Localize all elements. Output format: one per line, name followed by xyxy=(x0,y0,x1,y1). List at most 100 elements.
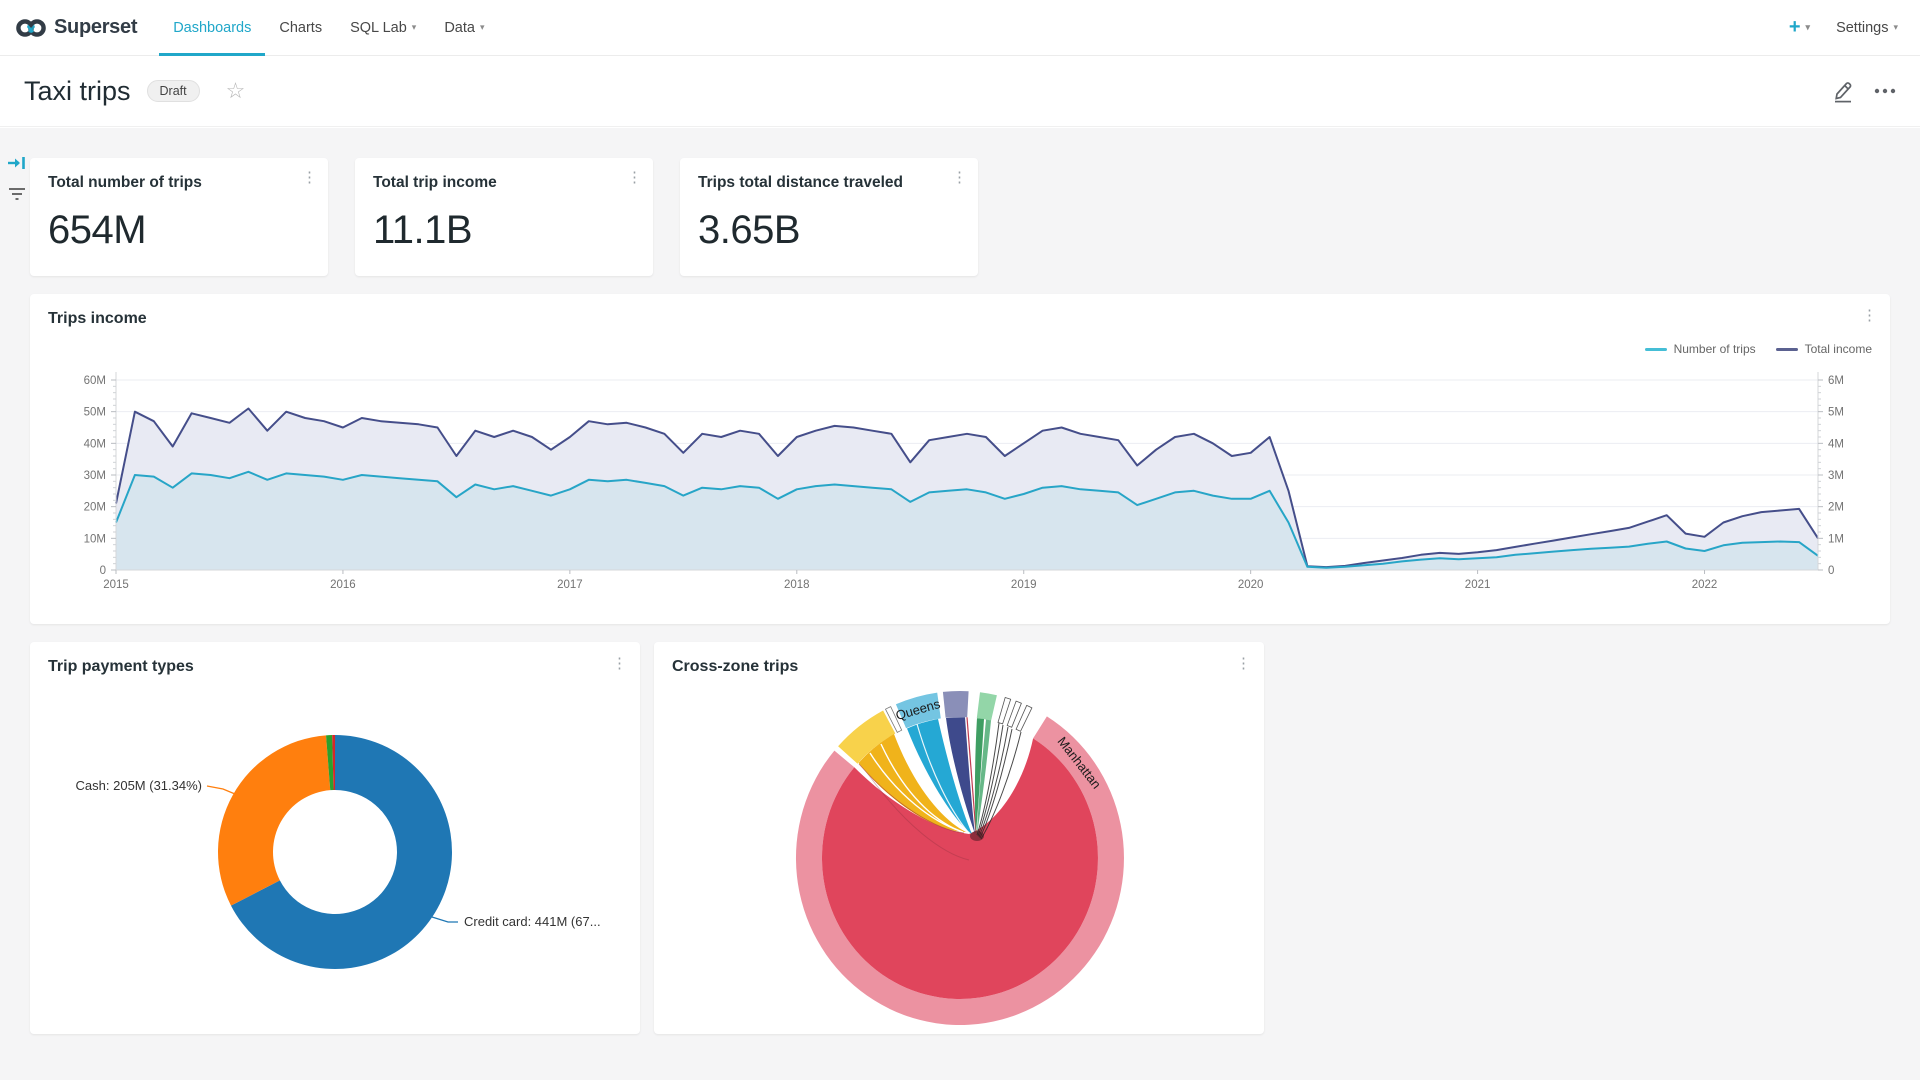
chart-options-kebab[interactable]: ⋮ xyxy=(1236,655,1251,672)
dashboard-header: Taxi trips Draft ☆ xyxy=(0,56,1920,127)
svg-text:2016: 2016 xyxy=(330,579,356,591)
status-badge: Draft xyxy=(146,80,200,102)
donut-slice-dispute[interactable] xyxy=(332,734,335,791)
chord-separator xyxy=(916,723,969,833)
svg-text:30M: 30M xyxy=(84,470,106,482)
kpi-title: Trips total distance traveled xyxy=(698,174,904,191)
edit-dashboard-button[interactable] xyxy=(1832,79,1854,103)
legend-item-total-income[interactable]: Total income xyxy=(1775,342,1872,356)
svg-text:2015: 2015 xyxy=(103,579,129,591)
chart-options-kebab[interactable]: ⋮ xyxy=(952,169,967,186)
legend-item-number-of-trips[interactable]: Number of trips xyxy=(1644,342,1756,356)
chevron-down-icon: ▾ xyxy=(479,22,485,32)
svg-text:5M: 5M xyxy=(1828,407,1844,419)
nav-item-dashboards[interactable]: Dashboards xyxy=(159,0,266,56)
chevron-down-icon: ▾ xyxy=(1805,22,1811,32)
kpi-value: 11.1B xyxy=(373,208,473,252)
chart-options-kebab[interactable]: ⋮ xyxy=(627,169,642,186)
cash-slice-label: Cash: 205M (31.34%) xyxy=(76,778,202,793)
kpi-value: 654M xyxy=(48,208,147,252)
chord-hairline xyxy=(860,763,970,861)
kpi-title: Total trip income xyxy=(373,174,497,191)
kpi-card-total-distance: Trips total distance traveled ⋮ 3.65B xyxy=(680,158,978,276)
svg-text:10M: 10M xyxy=(84,533,106,545)
svg-text:20M: 20M xyxy=(84,502,106,514)
yellow-chord xyxy=(858,734,966,832)
ellipsis-icon xyxy=(1874,88,1896,94)
donut-slice-credit-card[interactable] xyxy=(230,735,452,969)
svg-text:2017: 2017 xyxy=(557,579,583,591)
zone-arc-sliver[interactable] xyxy=(1015,704,1033,732)
zone-arc-yellow[interactable] xyxy=(838,710,896,764)
payment-types-donut-chart: Cash: 205M (31.34%) Credit card: 441M (6… xyxy=(76,734,601,969)
svg-text:0: 0 xyxy=(1828,565,1834,577)
manhattan-self-chord xyxy=(821,738,1098,999)
chart-options-kebab[interactable]: ⋮ xyxy=(1862,307,1877,324)
legend-swatch xyxy=(1775,347,1798,351)
zone-arc-sliver[interactable] xyxy=(884,706,903,733)
panel-title: Cross-zone trips xyxy=(672,658,799,675)
filter-icon[interactable] xyxy=(7,186,27,207)
queens-arc[interactable] xyxy=(895,692,941,729)
legend-swatch xyxy=(1644,347,1667,351)
kpi-value: 3.65B xyxy=(698,208,801,252)
svg-text:2M: 2M xyxy=(1828,502,1844,514)
more-actions-button[interactable] xyxy=(1874,88,1896,94)
panel-title: Trips income xyxy=(48,310,147,327)
svg-text:3M: 3M xyxy=(1828,470,1844,482)
chart-options-kebab[interactable]: ⋮ xyxy=(612,655,627,672)
page-title: Taxi trips xyxy=(24,75,131,106)
cross-zone-trips-panel: Cross-zone trips ⋮ xyxy=(654,642,1264,1034)
zone-arc-purple[interactable] xyxy=(942,690,969,718)
purple-chord xyxy=(946,717,975,834)
nav-menu: Dashboards Charts SQL Lab ▾ Data ▾ xyxy=(159,0,498,56)
red-chord-line xyxy=(966,717,977,834)
svg-text:0: 0 xyxy=(100,565,106,577)
arrow-right-to-bar-icon xyxy=(8,157,25,169)
zone-arc-sliver[interactable] xyxy=(1006,700,1022,728)
zone-arc-green[interactable] xyxy=(976,692,997,721)
donut-slice-cash[interactable] xyxy=(217,735,331,906)
cash-label-connector xyxy=(206,785,236,795)
settings-menu[interactable]: Settings ▾ xyxy=(1836,19,1898,36)
svg-text:40M: 40M xyxy=(84,438,106,450)
superset-infinity-icon xyxy=(16,18,46,37)
chevron-down-icon: ▾ xyxy=(411,22,417,32)
donut-slice-no-charge[interactable] xyxy=(326,735,334,791)
svg-text:2018: 2018 xyxy=(784,579,810,591)
zone-arc-sliver[interactable] xyxy=(997,697,1012,725)
queens-chord xyxy=(907,719,972,834)
svg-text:1M: 1M xyxy=(1828,533,1844,545)
svg-text:2020: 2020 xyxy=(1238,579,1264,591)
chart-options-kebab[interactable]: ⋮ xyxy=(302,169,317,186)
svg-text:2022: 2022 xyxy=(1692,579,1718,591)
svg-text:4M: 4M xyxy=(1828,438,1844,450)
trip-payment-types-panel: Trip payment types ⋮ Cash: 205M (31.34%)… xyxy=(30,642,640,1034)
superset-logo[interactable]: Superset xyxy=(16,16,137,39)
thin-chord-lines xyxy=(976,722,1022,840)
nav-item-sql-lab[interactable]: SQL Lab ▾ xyxy=(350,19,417,36)
credit-slice-label: Credit card: 441M (67... xyxy=(464,914,601,929)
chart-legend: Number of trips Total income xyxy=(1644,342,1872,356)
chord-knot xyxy=(970,831,984,841)
cross-zone-chord-chart: Queens Manhattan xyxy=(795,690,1124,1026)
pencil-icon xyxy=(1835,82,1852,103)
expand-filter-bar-button[interactable] xyxy=(7,155,27,176)
nav-item-data[interactable]: Data ▾ xyxy=(444,19,485,36)
kpi-title: Total number of trips xyxy=(48,174,202,191)
chord-separator xyxy=(880,743,964,833)
top-navbar: Superset Dashboards Charts SQL Lab ▾ Data… xyxy=(0,0,1920,56)
svg-text:2019: 2019 xyxy=(1011,579,1037,591)
nav-right: + ▾ Settings ▾ xyxy=(1789,16,1898,39)
chord-hairline xyxy=(858,763,965,834)
kpi-card-total-trips: Total number of trips ⋮ 654M xyxy=(30,158,328,276)
svg-text:6M: 6M xyxy=(1828,375,1844,387)
green-chord xyxy=(977,719,991,835)
brand-name: Superset xyxy=(54,16,138,38)
svg-text:50M: 50M xyxy=(84,407,106,419)
nav-item-charts[interactable]: Charts xyxy=(279,19,323,36)
kpi-card-trip-income: Total trip income ⋮ 11.1B xyxy=(355,158,653,276)
favorite-star-icon[interactable]: ☆ xyxy=(225,78,246,103)
new-item-button[interactable]: + ▾ xyxy=(1788,16,1811,38)
